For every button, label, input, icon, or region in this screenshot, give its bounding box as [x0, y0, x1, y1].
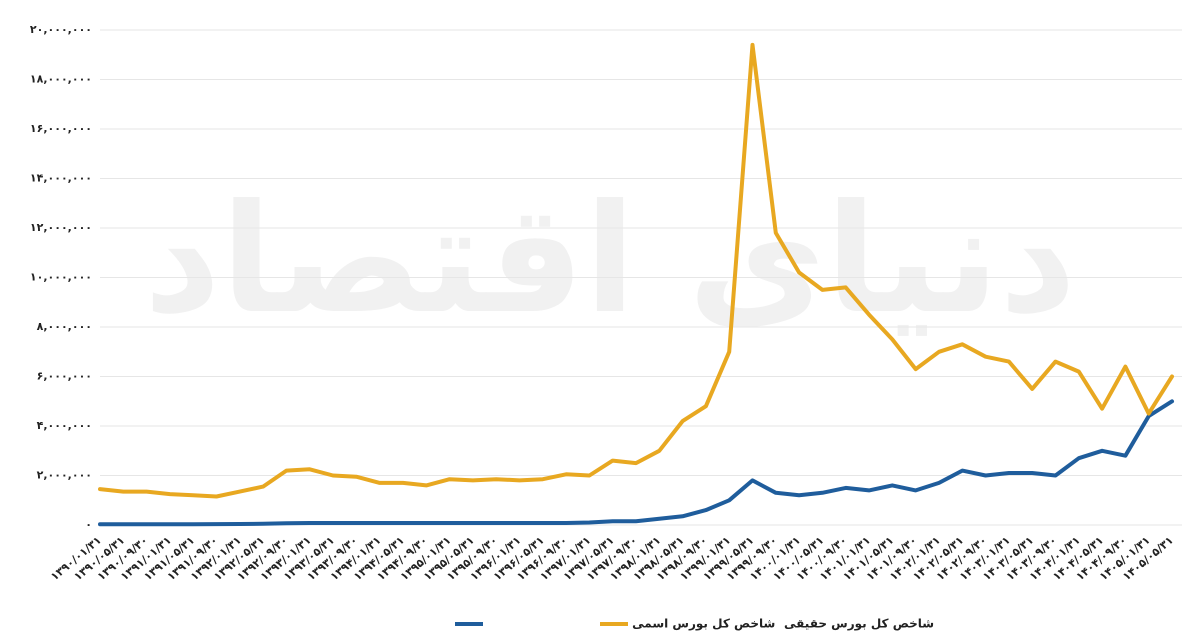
watermark: دنیای اقتصاد — [144, 173, 1077, 347]
y-tick-label: ۸,۰۰۰,۰۰۰ — [37, 320, 92, 333]
y-tick-label: ۱۴,۰۰۰,۰۰۰ — [30, 172, 92, 185]
y-tick-label: ۴,۰۰۰,۰۰۰ — [37, 419, 92, 432]
series-line — [98, 42, 1174, 499]
series-line — [98, 399, 1174, 527]
y-tick-label: ۱۰,۰۰۰,۰۰۰ — [30, 271, 92, 284]
y-tick-label: ۰ — [85, 518, 92, 531]
y-tick-label: ۱۲,۰۰۰,۰۰۰ — [30, 221, 92, 234]
legend-label: شاخص کل بورس اسمی — [632, 617, 775, 632]
y-tick-label: ۶,۰۰۰,۰۰۰ — [37, 370, 92, 383]
y-tick-label: ۲۰,۰۰۰,۰۰۰ — [30, 23, 92, 36]
y-tick-label: ۱۸,۰۰۰,۰۰۰ — [30, 73, 92, 86]
y-tick-label: ۲,۰۰۰,۰۰۰ — [37, 469, 92, 482]
y-tick-label: ۱۶,۰۰۰,۰۰۰ — [30, 122, 92, 135]
legend-label: شاخص کل بورس حقیقی — [784, 617, 934, 632]
